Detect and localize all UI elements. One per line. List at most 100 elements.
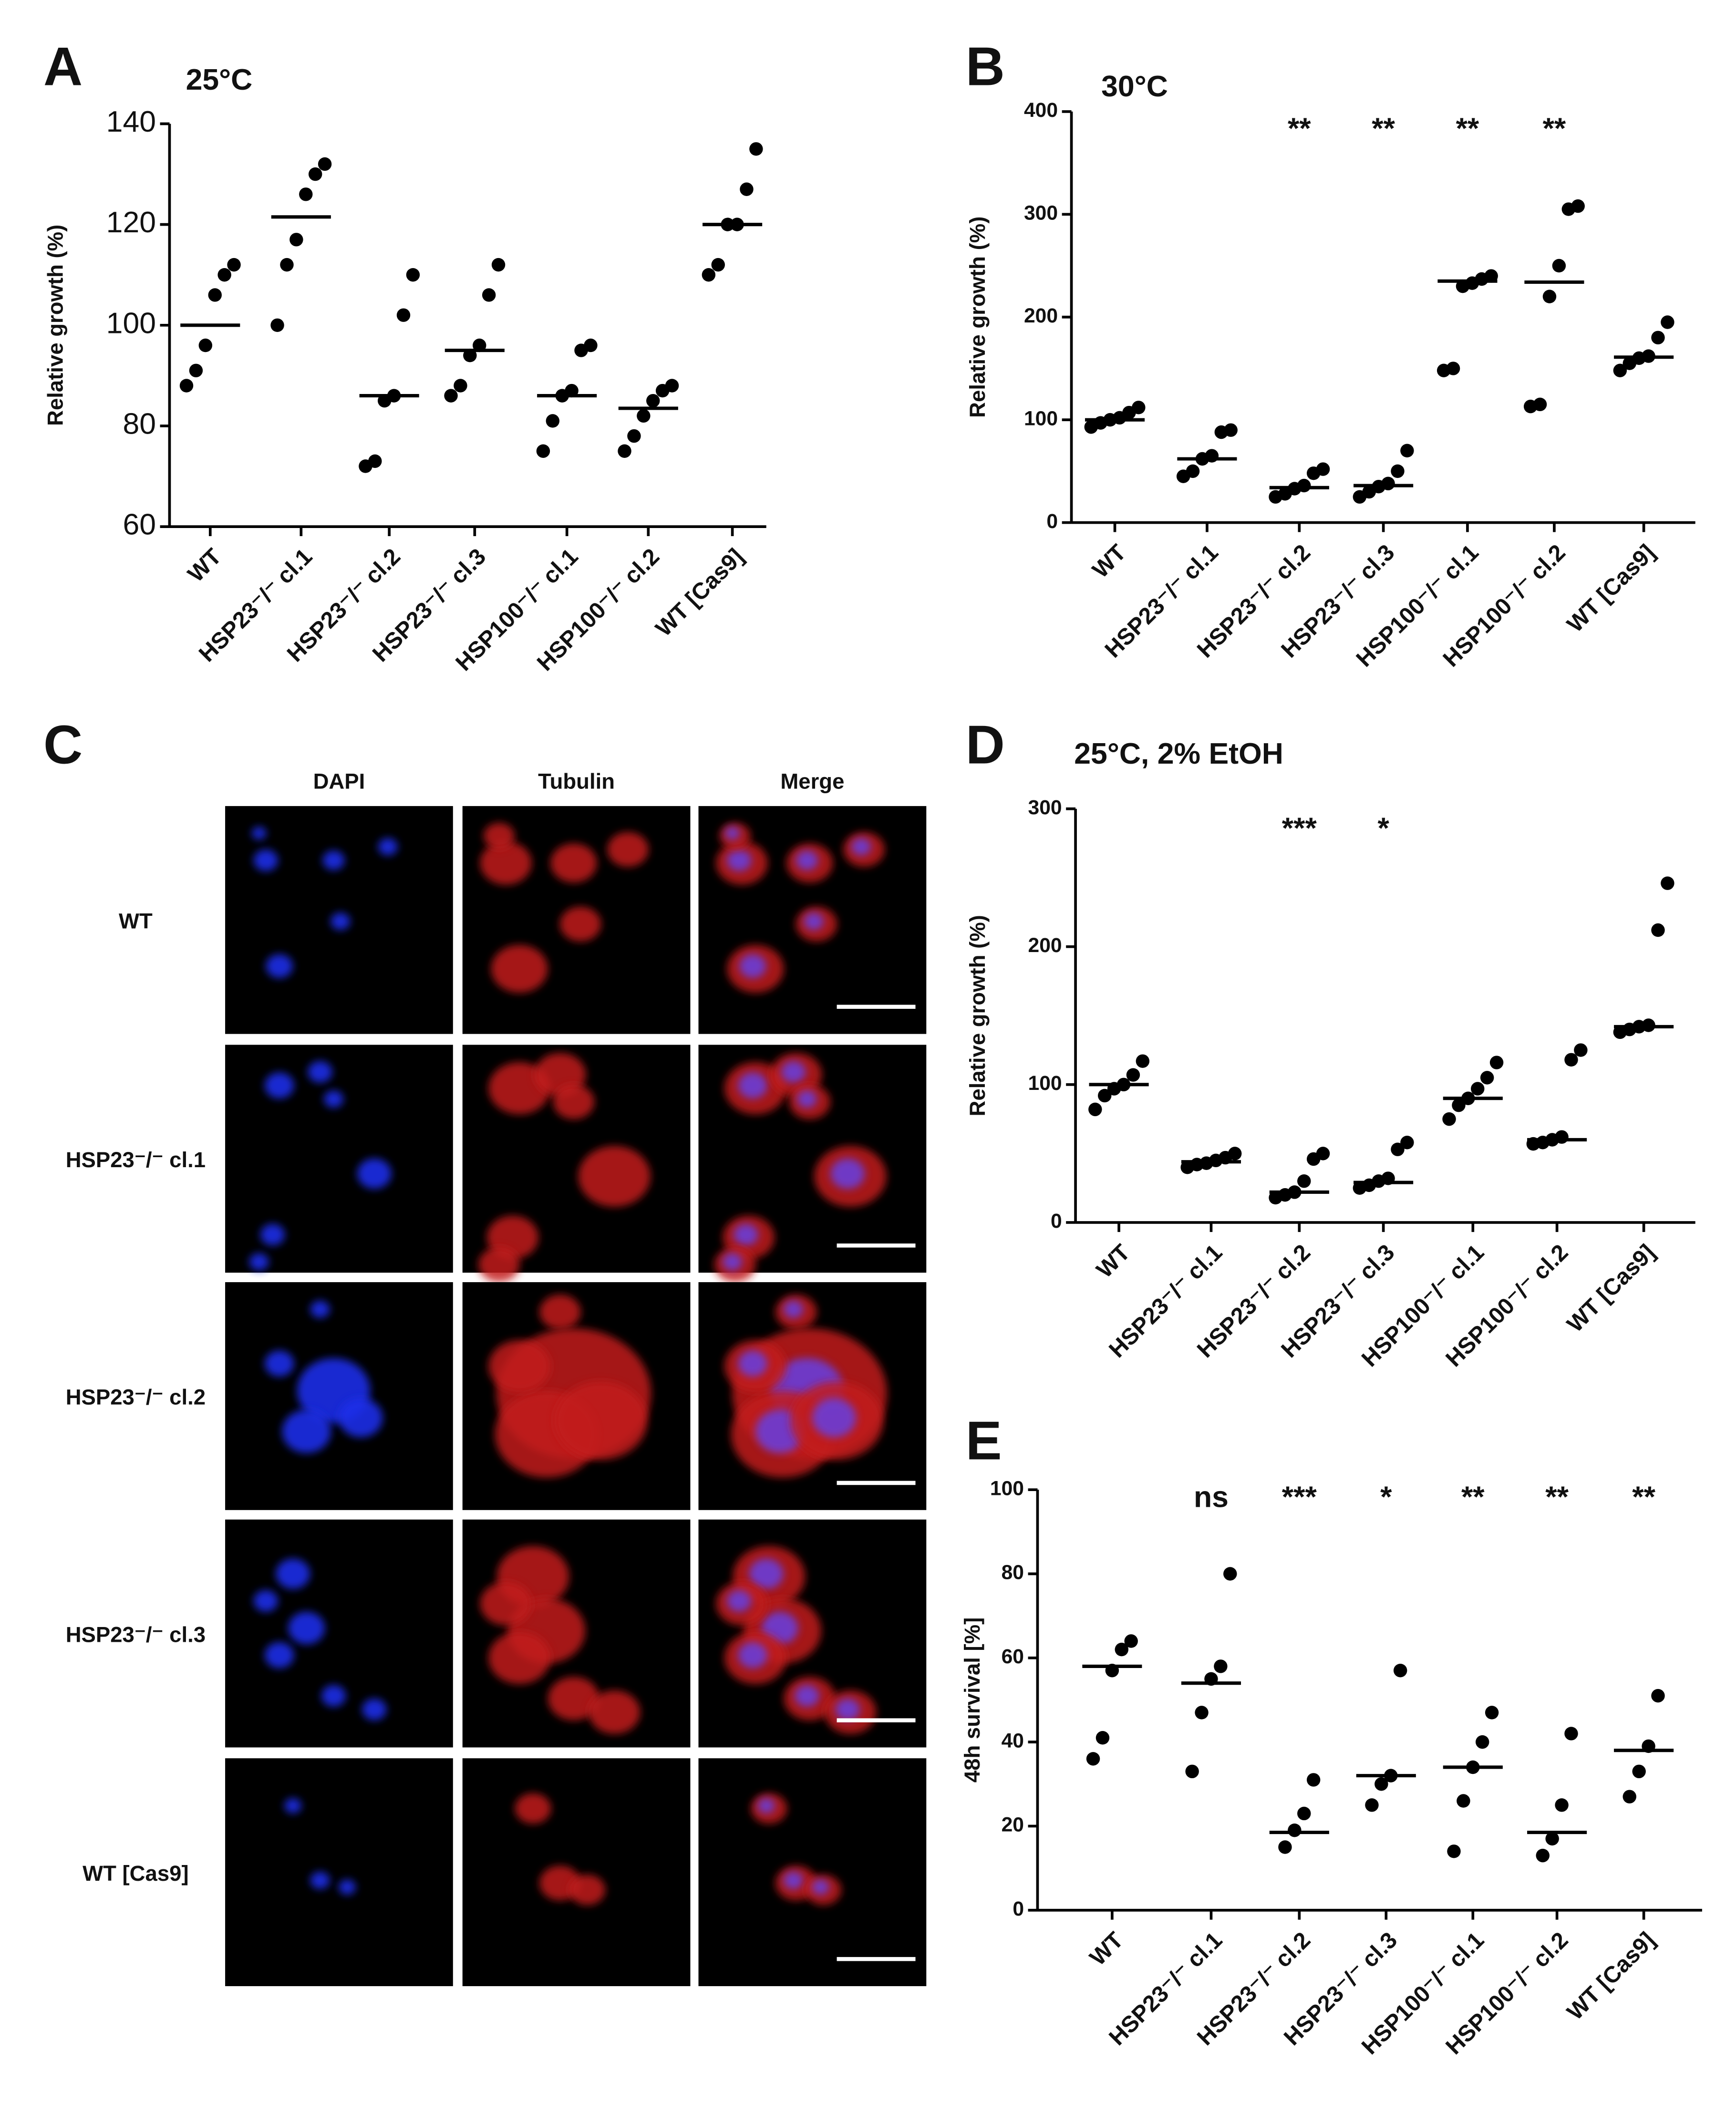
column-header: Tubulin	[538, 769, 615, 794]
data-point	[1186, 464, 1200, 478]
data-point	[1533, 397, 1547, 412]
data-point	[1316, 462, 1330, 476]
cell-tubulin	[569, 1875, 606, 1905]
data-point	[1536, 1848, 1550, 1863]
micrograph	[225, 1758, 453, 1986]
data-point	[1391, 464, 1405, 478]
micrograph	[462, 1758, 691, 1986]
nucleus	[284, 1798, 302, 1813]
data-point	[740, 182, 754, 196]
data-point	[189, 363, 203, 378]
data-point	[1278, 1840, 1292, 1854]
y-tick-label: 60	[123, 508, 156, 541]
y-axis-label: 48h survival [%]	[960, 1617, 984, 1782]
nucleus	[253, 849, 278, 871]
nucleus	[781, 1061, 806, 1083]
significance: ***	[1282, 1481, 1317, 1514]
column-header: Merge	[780, 769, 844, 794]
y-tick-label: 0	[1013, 1897, 1024, 1920]
cell-tubulin	[515, 1793, 551, 1824]
chart-title: 25°C, 2% EtOH	[1074, 737, 1283, 770]
data-point	[1288, 1824, 1302, 1837]
cell-tubulin	[553, 1084, 595, 1119]
cell-tubulin	[607, 832, 649, 867]
data-point	[1224, 423, 1238, 437]
y-tick-label: 100	[1024, 407, 1058, 430]
nucleus	[812, 1398, 856, 1438]
data-point	[1374, 1777, 1388, 1791]
row-label: HSP23⁻/⁻ cl.2	[66, 1385, 206, 1409]
data-point	[1297, 1174, 1311, 1188]
data-point	[1452, 1098, 1466, 1112]
significance: ns	[1194, 1481, 1229, 1514]
y-axis-label: Relative growth (%)	[965, 217, 990, 418]
chart-title: 30°C	[1101, 70, 1168, 103]
panel-letter: E	[966, 1410, 1002, 1471]
data-point	[270, 318, 284, 332]
x-tick-label: WT [Cas9]	[651, 544, 748, 642]
significance: *	[1377, 812, 1389, 845]
data-point	[444, 389, 458, 403]
data-point	[1381, 477, 1395, 490]
nucleus	[734, 1223, 758, 1246]
data-point	[1442, 1112, 1456, 1126]
data-point	[1098, 1088, 1112, 1103]
cell-tubulin	[548, 1677, 599, 1720]
nucleus	[739, 954, 766, 978]
cell-tubulin	[550, 843, 597, 883]
data-point	[1571, 199, 1585, 213]
data-point	[1400, 1136, 1414, 1150]
y-axis-label: Relative growth (%)	[43, 225, 67, 426]
significance: **	[1632, 1481, 1655, 1514]
nucleus	[249, 1253, 269, 1271]
x-tick-label: WT [Cas9]	[1562, 1239, 1660, 1337]
data-point	[1555, 1798, 1569, 1812]
data-point	[454, 379, 467, 393]
data-point	[618, 444, 631, 458]
x-tick-label: WT	[1092, 1239, 1135, 1283]
nucleus	[282, 1409, 331, 1453]
cell-tubulin	[478, 1247, 520, 1282]
cell-tubulin	[480, 841, 532, 885]
nucleus	[266, 954, 293, 978]
y-tick-label: 80	[123, 407, 156, 440]
cell-tubulin	[539, 1295, 581, 1330]
data-point	[1095, 1731, 1110, 1745]
data-point	[1124, 1634, 1138, 1648]
nucleus	[738, 1642, 767, 1668]
data-point	[1661, 315, 1674, 329]
data-point	[1136, 1054, 1150, 1068]
nucleus	[331, 912, 351, 930]
y-tick-label: 100	[1028, 1072, 1062, 1095]
data-point	[749, 142, 763, 156]
x-tick-label: WT [Cas9]	[1562, 1927, 1660, 2025]
data-point	[1476, 1735, 1489, 1749]
nucleus	[339, 1398, 383, 1438]
data-point	[1214, 1659, 1228, 1673]
data-point	[482, 288, 496, 302]
data-point	[1484, 269, 1498, 283]
y-tick-label: 100	[990, 1477, 1024, 1500]
significance: **	[1461, 1481, 1485, 1514]
significance: **	[1543, 112, 1566, 145]
y-tick-label: 400	[1024, 99, 1058, 122]
cell-tubulin	[484, 823, 515, 849]
data-point	[1489, 1056, 1504, 1069]
y-tick-label: 300	[1024, 202, 1058, 225]
data-point	[1365, 1798, 1379, 1812]
data-point	[1446, 362, 1460, 375]
x-tick-label: WT [Cas9]	[1562, 539, 1660, 637]
nucleus	[796, 850, 818, 870]
data-point	[1393, 1664, 1407, 1678]
nucleus	[804, 912, 824, 930]
data-point	[1316, 1147, 1330, 1161]
row-label: WT	[119, 909, 153, 933]
micrograph	[225, 1519, 453, 1748]
nucleus	[749, 1558, 784, 1589]
data-point	[396, 308, 411, 322]
data-point	[627, 429, 641, 443]
nucleus	[310, 1871, 330, 1889]
y-tick-label: 40	[1002, 1729, 1024, 1752]
data-point	[217, 268, 231, 282]
